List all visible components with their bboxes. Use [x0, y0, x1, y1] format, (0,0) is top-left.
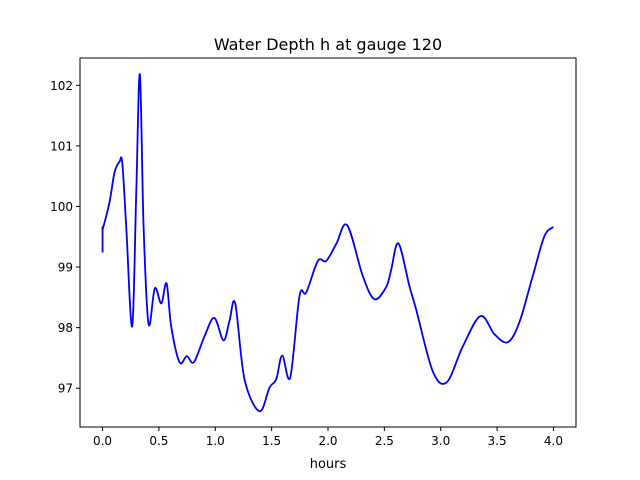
plot-area	[101, 73, 555, 413]
x-tick-label: 3.0	[431, 434, 450, 448]
x-axis: 0.0 0.5 1.0 1.5 2.0 2.5 3.0 3.5 4.0	[93, 427, 563, 448]
x-tick-label: 2.0	[318, 434, 337, 448]
x-tick-label: 2.5	[375, 434, 394, 448]
y-tick-label: 99	[58, 261, 73, 275]
x-tick-label: 3.5	[488, 434, 507, 448]
series-line-h	[101, 73, 555, 413]
x-tick-label: 0.0	[93, 434, 112, 448]
x-tick-label: 0.5	[149, 434, 168, 448]
x-axis-label: hours	[310, 457, 347, 472]
y-tick-label: 97	[58, 382, 73, 396]
x-tick-label: 4.0	[544, 434, 563, 448]
y-tick-label: 101	[50, 139, 73, 153]
y-tick-label: 98	[58, 321, 73, 335]
x-tick-label: 1.5	[262, 434, 281, 448]
y-tick-label: 102	[50, 79, 73, 93]
y-tick-label: 100	[50, 200, 73, 214]
axes-frame	[79, 57, 577, 428]
chart-title: Water Depth h at gauge 120	[214, 35, 442, 54]
x-tick-label: 1.0	[206, 434, 225, 448]
y-axis: 97 98 99 100 101 102	[50, 79, 80, 396]
